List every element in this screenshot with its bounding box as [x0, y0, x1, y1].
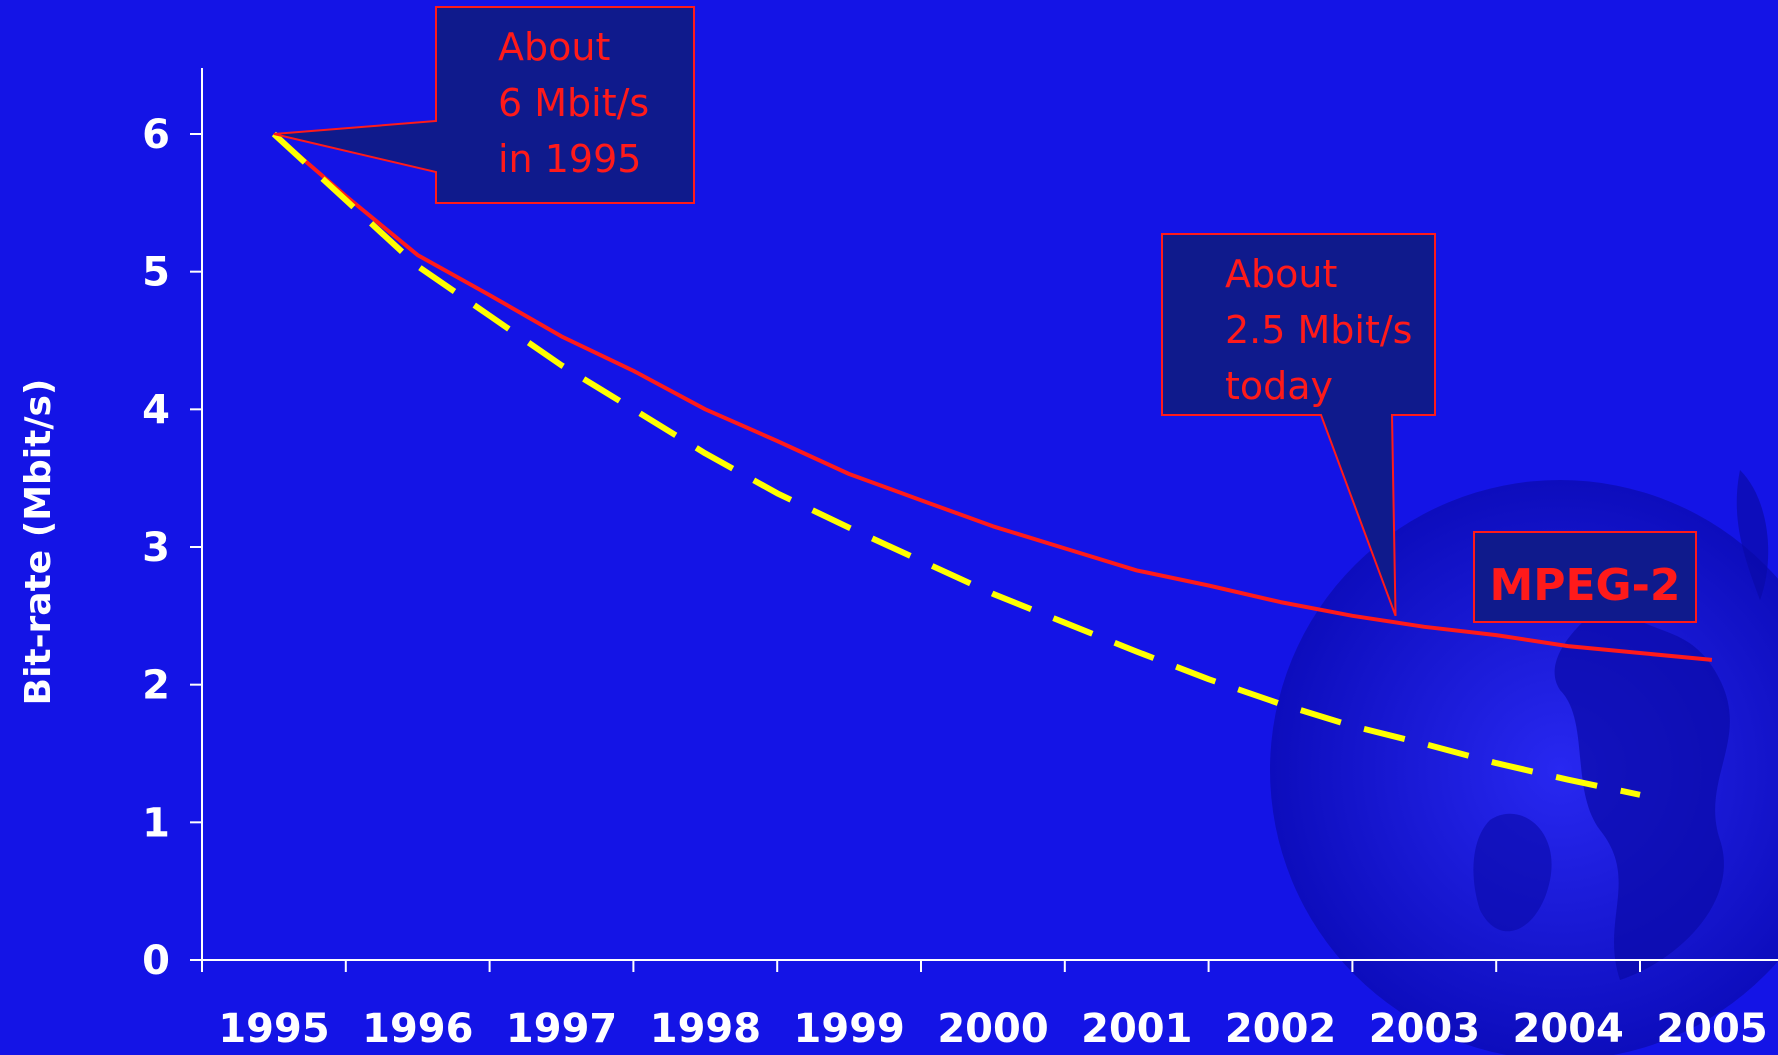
x-tick-label: 1996 [362, 1006, 473, 1052]
x-tick-label: 1997 [506, 1006, 617, 1052]
y-tick-label: 4 [142, 387, 170, 433]
x-tick-label: 2001 [1081, 1006, 1192, 1052]
callout-today-text: 2.5 Mbit/s [1225, 308, 1412, 352]
y-tick-label: 1 [142, 800, 170, 846]
callout-today-text: About [1225, 252, 1337, 296]
series-label-mpeg2: MPEG-2 [1489, 560, 1680, 611]
x-tick-label: 2005 [1656, 1006, 1767, 1052]
x-tick-label: 1998 [650, 1006, 761, 1052]
x-tick-label: 1995 [218, 1006, 329, 1052]
series-label-box [1473, 531, 1697, 623]
y-tick-label: 0 [142, 938, 170, 984]
series-line-dashed-1 [271, 131, 1641, 798]
x-tick-label: 2002 [1225, 1006, 1336, 1052]
y-tick-label: 5 [142, 250, 170, 296]
x-tick-label: 2000 [937, 1006, 1048, 1052]
y-tick-label: 6 [142, 112, 170, 158]
axes: 0 1 2 3 4 5 6 1995 1996 1997 1998 1999 2000 2001 2002 2… [142, 68, 1778, 1052]
callout-today-box [1161, 233, 1436, 617]
x-tick-label: 1999 [794, 1006, 905, 1052]
callout-1995-text: 6 Mbit/s [498, 81, 649, 125]
series-line-mpeg-2 [272, 132, 1713, 662]
callout-1995-box [273, 6, 695, 204]
y-axis-label: Bit-rate (Mbit/s) [18, 379, 59, 706]
x-tick-label: 2003 [1369, 1006, 1480, 1052]
y-tick-label: 2 [142, 663, 170, 709]
y-tick-label: 3 [142, 525, 170, 571]
series-layer [271, 131, 1713, 798]
x-tick-label: 2004 [1513, 1006, 1624, 1052]
callout-today-text: today [1225, 364, 1333, 408]
callout-1995-text: in 1995 [498, 137, 641, 181]
callout-1995-text: About [498, 25, 610, 69]
callouts: About 6 Mbit/s in 1995 About 2.5 Mbit/s today… [273, 6, 1697, 623]
